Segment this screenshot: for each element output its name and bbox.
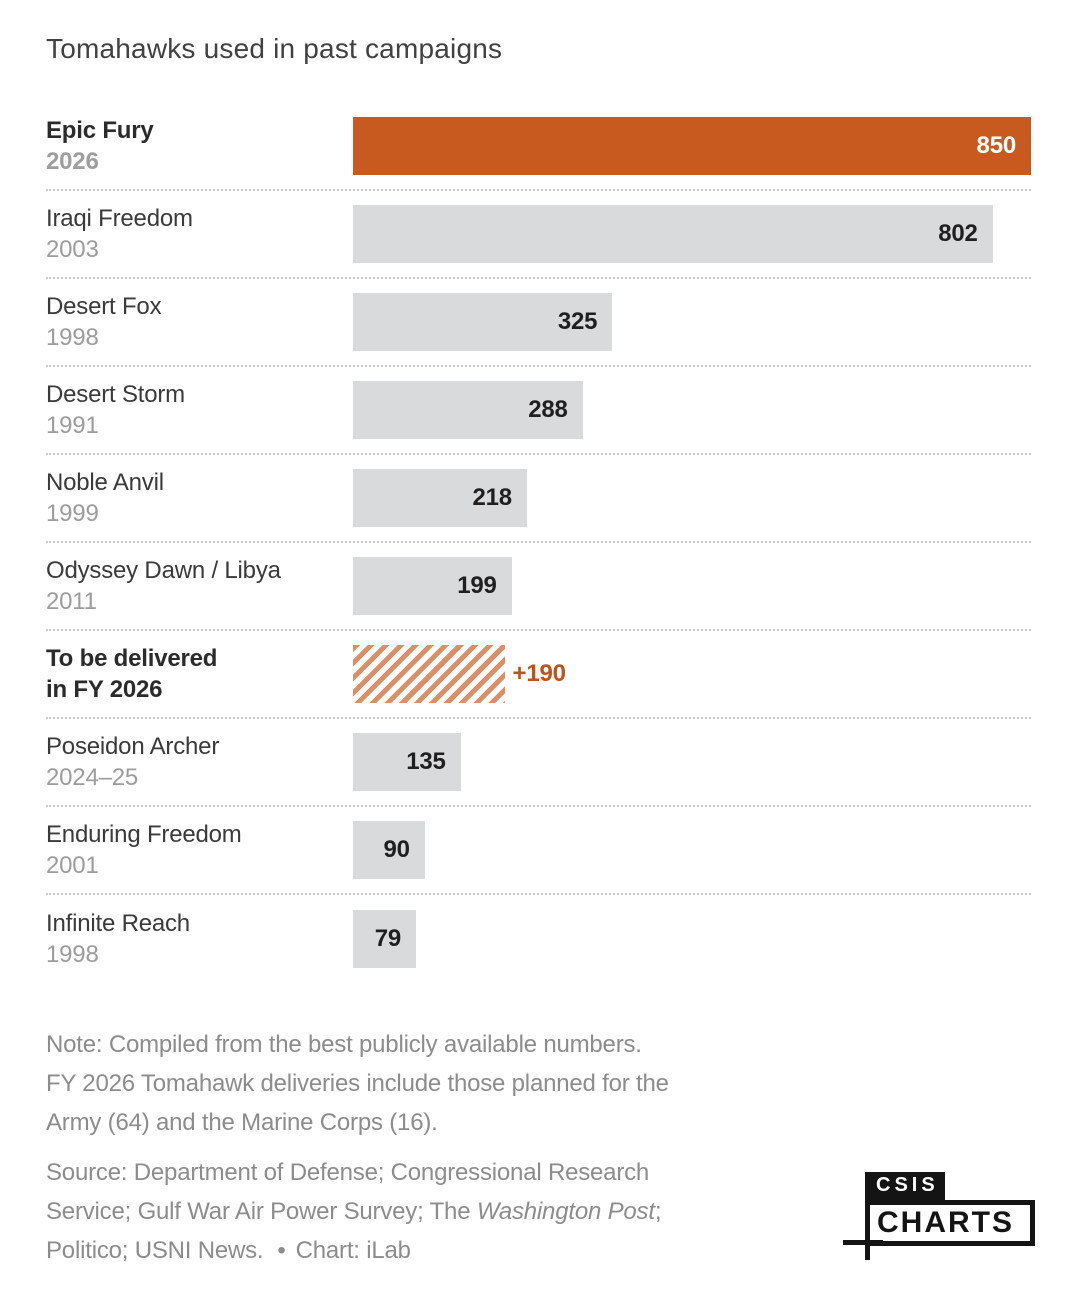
bar-value: 90 xyxy=(383,836,410,863)
campaign-name: Noble Anvil xyxy=(46,469,164,496)
source-credit-line: Politico; USNI News. • Chart: iLab xyxy=(46,1237,411,1264)
campaign-year: 2026 xyxy=(46,148,99,175)
chart-source: Source: Department of Defense; Congressi… xyxy=(46,1153,866,1270)
note-line: Army (64) and the Marine Corps (16). xyxy=(46,1109,438,1136)
source-italic-publication: Washington Post xyxy=(476,1198,655,1225)
chart-row-poseidon-archer: Poseidon Archer 2024–25 135 xyxy=(46,719,1031,807)
row-label: Iraqi Freedom 2003 xyxy=(46,203,353,265)
campaign-year: 2024–25 xyxy=(46,764,139,791)
bar-enduring-freedom: 90 xyxy=(353,821,425,879)
bar-value: 135 xyxy=(406,748,446,775)
source-line: Service; Gulf War Air Power Survey; The … xyxy=(46,1198,662,1225)
chart-row-to-be-delivered: To be delivered in FY 2026 +190 xyxy=(46,631,1031,719)
campaign-year: in FY 2026 xyxy=(46,676,163,703)
campaign-year: 1998 xyxy=(46,324,99,351)
campaign-year: 2011 xyxy=(46,588,97,615)
row-label: Desert Fox 1998 xyxy=(46,291,353,353)
chart-row-odyssey-dawn: Odyssey Dawn / Libya 2011 199 xyxy=(46,543,1031,631)
campaign-year: 2003 xyxy=(46,236,99,263)
campaign-name: Odyssey Dawn / Libya xyxy=(46,557,281,584)
bar-infinite-reach: 79 xyxy=(353,910,416,968)
row-label: Noble Anvil 1999 xyxy=(46,467,353,529)
logo-csis-box: CSIS xyxy=(865,1172,945,1200)
bar-value: 802 xyxy=(938,220,978,247)
row-label: Odyssey Dawn / Libya 2011 xyxy=(46,555,353,617)
bar-value: 199 xyxy=(457,572,497,599)
chart-row-enduring-freedom: Enduring Freedom 2001 90 xyxy=(46,807,1031,895)
chart-note: Note: Compiled from the best publicly av… xyxy=(46,1025,1031,1142)
campaign-name: Epic Fury xyxy=(46,117,154,144)
bar-value: +190 xyxy=(512,660,566,687)
chart-row-noble-anvil: Noble Anvil 1999 218 xyxy=(46,455,1031,543)
bar-iraqi-freedom: 802 xyxy=(353,205,993,263)
bar-desert-fox: 325 xyxy=(353,293,613,351)
bar-epic-fury: 850 xyxy=(353,117,1031,175)
row-label: To be delivered in FY 2026 xyxy=(46,643,353,705)
campaign-name: Infinite Reach xyxy=(46,910,190,937)
campaign-name: Iraqi Freedom xyxy=(46,205,193,232)
bar-value: 79 xyxy=(374,925,401,952)
bar-chart: Epic Fury 2026 850 Iraqi Freedom 2003 80… xyxy=(46,103,1031,983)
campaign-year: 1998 xyxy=(46,941,99,968)
bar-value: 218 xyxy=(472,484,512,511)
bar-noble-anvil: 218 xyxy=(353,469,527,527)
campaign-name: To be delivered xyxy=(46,645,218,672)
bar-odyssey-dawn: 199 xyxy=(353,557,512,615)
bar-value: 850 xyxy=(976,132,1017,159)
source-line: Source: Department of Defense; Congressi… xyxy=(46,1159,650,1186)
campaign-year: 1999 xyxy=(46,500,99,527)
bullet-separator: • xyxy=(277,1237,286,1264)
bar-poseidon-archer: 135 xyxy=(353,733,461,791)
logo-charts-box: CHARTS xyxy=(865,1200,1035,1246)
campaign-name: Poseidon Archer xyxy=(46,733,220,760)
bar-value: 325 xyxy=(557,308,598,335)
csis-charts-logo: CSIS CHARTS xyxy=(843,1172,1035,1260)
chart-row-desert-fox: Desert Fox 1998 325 xyxy=(46,279,1031,367)
chart-row-infinite-reach: Infinite Reach 1998 79 xyxy=(46,895,1031,983)
bar-to-be-delivered-hatched xyxy=(353,645,505,703)
chart-row-epic-fury: Epic Fury 2026 850 xyxy=(46,103,1031,191)
row-label: Poseidon Archer 2024–25 xyxy=(46,731,353,793)
logo-cross-horizontal xyxy=(843,1240,883,1245)
row-label: Epic Fury 2026 xyxy=(46,115,353,177)
chart-row-desert-storm: Desert Storm 1991 288 xyxy=(46,367,1031,455)
row-label: Desert Storm 1991 xyxy=(46,379,353,441)
campaign-name: Desert Fox xyxy=(46,293,162,320)
bar-value: 288 xyxy=(528,396,568,423)
chart-row-iraqi-freedom: Iraqi Freedom 2003 802 xyxy=(46,191,1031,279)
campaign-name: Enduring Freedom xyxy=(46,821,242,848)
row-label: Enduring Freedom 2001 xyxy=(46,819,353,881)
bar-desert-storm: 288 xyxy=(353,381,583,439)
campaign-year: 2001 xyxy=(46,852,99,879)
campaign-year: 1991 xyxy=(46,412,99,439)
chart-credit: Chart: iLab xyxy=(295,1237,411,1264)
note-line: Note: Compiled from the best publicly av… xyxy=(46,1031,642,1058)
note-line: FY 2026 Tomahawk deliveries include thos… xyxy=(46,1070,669,1097)
chart-title: Tomahawks used in past campaigns xyxy=(46,33,503,64)
campaign-name: Desert Storm xyxy=(46,381,185,408)
row-label: Infinite Reach 1998 xyxy=(46,908,353,970)
